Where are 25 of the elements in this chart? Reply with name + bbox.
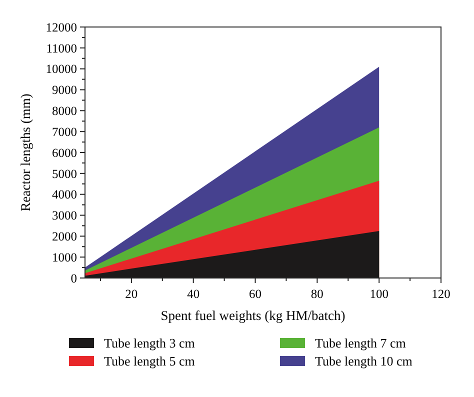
- legend-label: Tube length 7 cm: [315, 336, 406, 351]
- x-tick-label: 60: [249, 287, 262, 301]
- legend-label: Tube length 10 cm: [315, 354, 412, 369]
- y-tick-label: 10000: [46, 62, 77, 76]
- y-tick-label: 11000: [46, 41, 77, 56]
- y-tick-label: 2000: [52, 230, 77, 244]
- y-tick-label: 0: [70, 271, 77, 286]
- y-tick-label: 5000: [52, 166, 77, 181]
- x-tick-label: 40: [187, 287, 200, 301]
- legend-label: Tube length 5 cm: [104, 354, 195, 369]
- x-axis-title: Spent fuel weights (kg HM/batch): [160, 308, 346, 323]
- y-axis-title: Reactor lengths (mm): [18, 94, 33, 212]
- y-tick-label: 8000: [52, 104, 77, 118]
- y-tick-label: 6000: [52, 146, 77, 160]
- x-tick-label: 100: [370, 287, 388, 301]
- y-tick-label: 7000: [52, 124, 77, 139]
- y-tick-label: 9000: [52, 83, 77, 98]
- legend-label: Tube length 3 cm: [104, 336, 195, 351]
- y-tick-label: 3000: [52, 208, 77, 223]
- y-tick-label: 4000: [52, 188, 77, 202]
- x-tick-label: 120: [432, 287, 450, 301]
- y-tick-label: 1000: [52, 250, 77, 264]
- x-tick-label: 80: [310, 287, 324, 301]
- x-tick-label: 20: [125, 287, 138, 301]
- y-tick-label: 12000: [46, 20, 77, 34]
